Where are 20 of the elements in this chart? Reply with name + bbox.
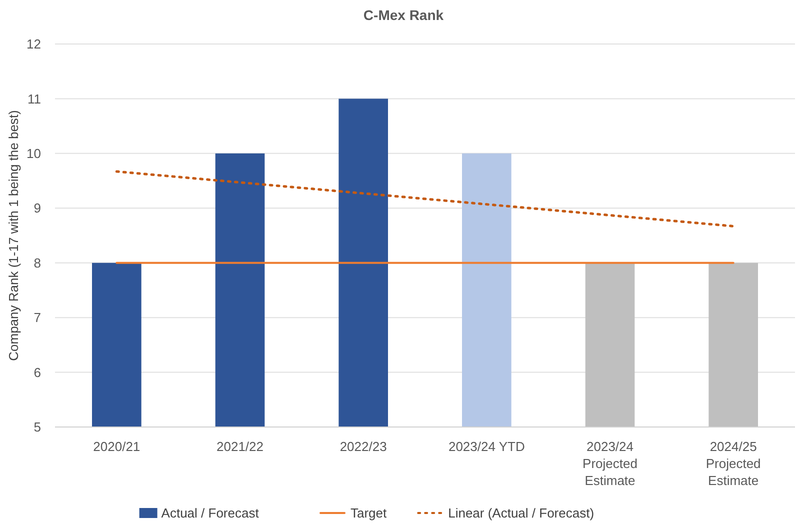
legend-label: Linear (Actual / Forecast) — [448, 506, 594, 521]
chart-title: C-Mex Rank — [363, 7, 444, 23]
x-tick-label: 2020/21 — [93, 439, 140, 454]
y-tick-label: 8 — [34, 255, 41, 270]
y-tick-label: 5 — [34, 420, 41, 435]
y-axis-title: Company Rank (1-17 with 1 being the best) — [6, 110, 21, 361]
x-tick-label: 2024/25 Projected Estimate — [706, 439, 761, 488]
legend-label: Actual / Forecast — [161, 506, 260, 521]
x-tick-label: 2023/24 YTD — [448, 439, 525, 454]
y-tick-label: 6 — [34, 364, 41, 380]
y-tick-label: 7 — [34, 310, 41, 326]
line-series — [115, 170, 735, 228]
legend-label: Target — [350, 506, 388, 521]
x-tick-label: 2023/24 Projected Estimate — [582, 439, 638, 488]
x-tick-label: 2022/23 — [340, 439, 387, 454]
x-tick-label: 2021/22 — [216, 439, 264, 454]
y-tick-label: 12 — [26, 36, 41, 52]
y-tick-label: 11 — [28, 91, 41, 106]
y-tick-label: 9 — [34, 200, 41, 216]
y-tick-label: 10 — [26, 146, 41, 161]
